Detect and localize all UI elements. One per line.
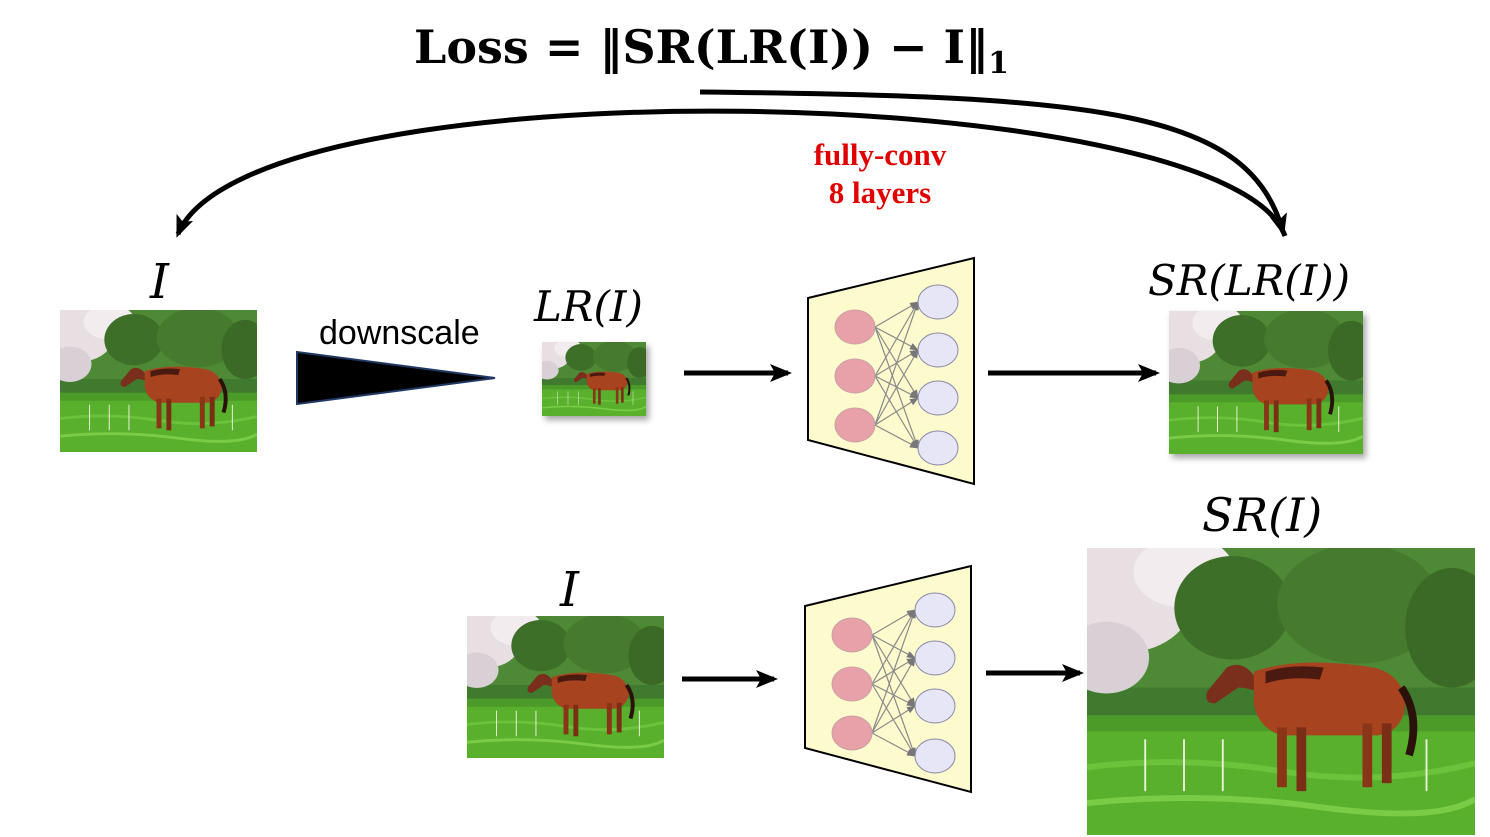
network-edge — [874, 301, 919, 328]
input-node — [831, 666, 873, 702]
curved-arrow-icon — [175, 108, 1288, 238]
network-edge — [874, 397, 919, 426]
downscale-label: downscale — [319, 314, 480, 352]
network-edge — [874, 349, 919, 426]
curved-arrow-icon — [699, 89, 1287, 236]
horse-photo-input-bottom — [467, 616, 664, 758]
input-label-top: I — [150, 254, 169, 310]
horse-photo-art — [60, 310, 257, 452]
input-node — [834, 309, 876, 345]
input-node — [834, 358, 876, 394]
network-trapezoid — [807, 256, 975, 486]
network-edge — [871, 609, 916, 734]
network-edge — [871, 609, 916, 636]
horse-photo-sr — [1087, 548, 1475, 835]
output-node — [914, 738, 956, 774]
output-node — [917, 380, 959, 416]
horse-photo-art — [1087, 548, 1475, 835]
lr-label: LR(I) — [534, 282, 643, 331]
output-node — [917, 332, 959, 368]
network-trapezoid — [804, 564, 972, 794]
network-edge — [871, 609, 916, 685]
input-node — [831, 715, 873, 751]
network-note-line2: 8 layers — [828, 175, 932, 210]
output-node — [914, 592, 956, 628]
horse-photo-sr-lr — [1169, 311, 1363, 454]
horse-photo-art — [542, 342, 646, 416]
network-edge — [874, 301, 919, 377]
network-note: fully-conv 8 layers — [770, 136, 990, 212]
horse-photo-input-top — [60, 310, 257, 452]
network-edge — [871, 705, 916, 734]
loss-formula: Loss = ‖SR(LR(I)) − I‖1 — [414, 20, 1009, 82]
input-label-bottom: I — [560, 562, 579, 618]
network-note-line1: fully-conv — [813, 137, 947, 172]
downscale-wedge — [296, 350, 496, 406]
output-node — [914, 640, 956, 676]
horse-photo-art — [1169, 311, 1363, 454]
output-node — [914, 688, 956, 724]
horse-photo-lr — [542, 342, 646, 416]
output-node — [917, 284, 959, 320]
network-edge — [874, 424, 919, 449]
network-edge — [871, 657, 916, 734]
input-node — [831, 617, 873, 653]
output-label-top: SR(LR(I)) — [1148, 256, 1351, 305]
input-node — [834, 407, 876, 443]
horse-photo-art — [467, 616, 664, 758]
network-edge — [871, 732, 916, 757]
output-node — [917, 430, 959, 466]
network-edge — [874, 301, 919, 426]
output-label-bottom: SR(I) — [1202, 488, 1323, 542]
